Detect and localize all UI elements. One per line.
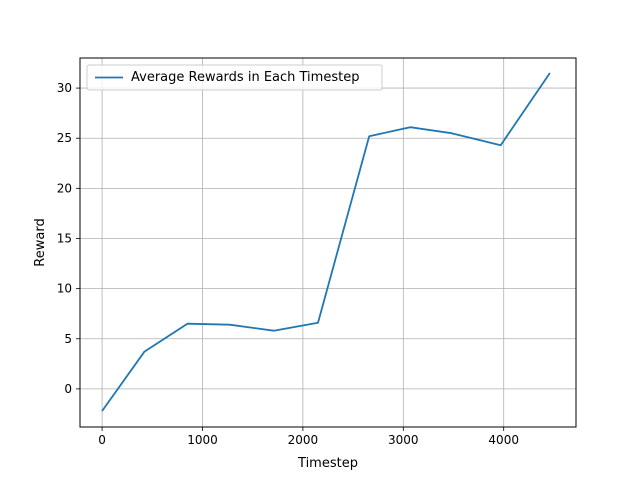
- legend-box: [86, 64, 383, 91]
- series-line: [101, 72, 551, 412]
- y-tick-label: 20: [57, 181, 72, 195]
- y-tick-label: 25: [57, 131, 72, 145]
- x-tick-label: 3000: [388, 433, 419, 447]
- x-axis-label: Timestep: [297, 456, 358, 471]
- y-tick-label: 15: [57, 231, 72, 245]
- y-tick-label: 30: [57, 81, 72, 95]
- x-tick-label: 2000: [288, 433, 319, 447]
- legend-entry: Average Rewards in Each Timestep: [131, 70, 359, 85]
- y-axis-label: Reward: [33, 218, 48, 266]
- grid: [80, 58, 576, 427]
- x-tick-label: 4000: [488, 433, 519, 447]
- series-layer: [101, 72, 551, 412]
- x-tick-label: 0: [98, 433, 106, 447]
- plot-frame: [79, 57, 577, 428]
- y-tick-label: 10: [57, 282, 72, 296]
- y-tick-label: 0: [64, 382, 72, 396]
- x-tick-label: 1000: [187, 433, 218, 447]
- legend: Average Rewards in Each Timestep: [86, 64, 383, 91]
- tick-layer: 0 1000 2000 3000 4000 0 5 10 15 20 25 30: [57, 81, 519, 447]
- y-tick-label: 5: [64, 332, 72, 346]
